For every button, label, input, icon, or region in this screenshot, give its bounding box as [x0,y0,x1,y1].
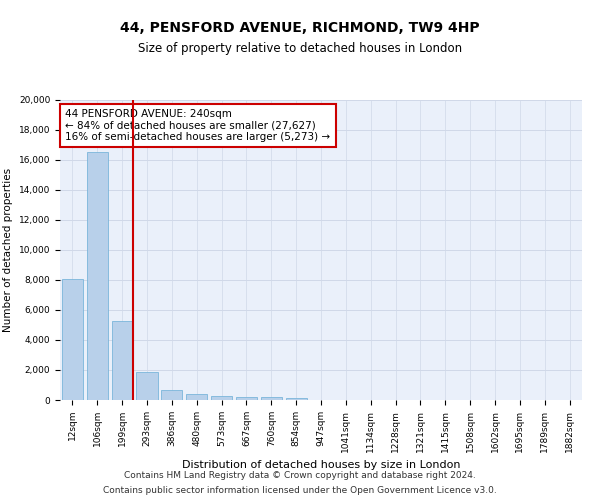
Bar [186,394,207,400]
Text: Size of property relative to detached houses in London: Size of property relative to detached ho… [138,42,462,55]
Bar [87,152,108,400]
Bar [261,397,282,400]
Bar [211,396,232,400]
Text: 44 PENSFORD AVENUE: 240sqm
← 84% of detached houses are smaller (27,627)
16% of : 44 PENSFORD AVENUE: 240sqm ← 84% of deta… [65,109,331,142]
Bar [236,396,257,400]
Text: 44, PENSFORD AVENUE, RICHMOND, TW9 4HP: 44, PENSFORD AVENUE, RICHMOND, TW9 4HP [120,21,480,35]
Y-axis label: Number of detached properties: Number of detached properties [3,168,13,332]
Bar [112,320,133,400]
X-axis label: Distribution of detached houses by size in London: Distribution of detached houses by size … [182,460,460,470]
Text: Contains HM Land Registry data © Crown copyright and database right 2024.: Contains HM Land Registry data © Crown c… [124,471,476,480]
Bar [62,278,83,400]
Bar [136,372,158,400]
Text: Contains public sector information licensed under the Open Government Licence v3: Contains public sector information licen… [103,486,497,495]
Bar [286,398,307,400]
Bar [161,390,182,400]
